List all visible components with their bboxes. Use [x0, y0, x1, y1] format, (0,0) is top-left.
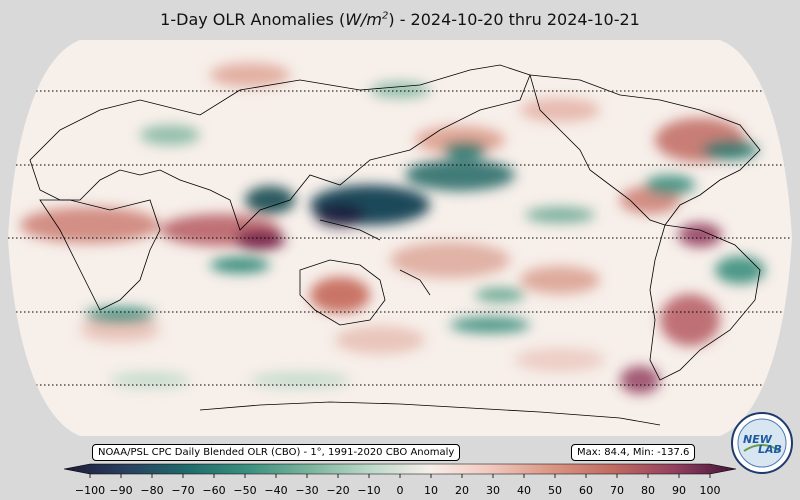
colorbar-tick-label: 10: [424, 484, 438, 497]
anomaly-blobs: [20, 63, 765, 394]
title-suffix: ) - 2024-10-20 thru 2024-10-21: [388, 10, 640, 29]
anomaly-field: [8, 40, 792, 436]
colorbar-tick-label: −40: [264, 484, 287, 497]
title-prefix: 1-Day OLR Anomalies (: [160, 10, 346, 29]
colorbar-tick-label: −80: [140, 484, 163, 497]
source-note: NOAA/PSL CPC Daily Blended OLR (CBO) - 1…: [92, 444, 461, 461]
colorbar-tick-label: 50: [548, 484, 562, 497]
colorbar-tick-label: 90: [672, 484, 686, 497]
colorbar-tick-label: −30: [295, 484, 318, 497]
colorbar-tick-label: 100: [700, 484, 721, 497]
colorbar-tick-label: 70: [610, 484, 624, 497]
newlab-logo: NEW LAB: [731, 412, 793, 474]
colorbar-bar: [63, 463, 737, 475]
logo-text-top: NEW: [743, 433, 773, 446]
colorbar-tick-label: 0: [397, 484, 404, 497]
latitude-lines: [8, 90, 792, 386]
title-unit-exp: 2: [381, 10, 389, 22]
colorbar-tick-label: 60: [579, 484, 593, 497]
colorbar-tick-label: −60: [202, 484, 225, 497]
logo-text-bottom: LAB: [758, 443, 782, 456]
colorbar-tick-label: 20: [455, 484, 469, 497]
colorbar-tick-label: −10: [357, 484, 380, 497]
olr-anomaly-map: [8, 40, 792, 436]
title-unit: W/m2: [345, 10, 388, 29]
title-unit-base: W/m: [345, 10, 382, 29]
colorbar-tick-label: 30: [486, 484, 500, 497]
colorbar-ticks: −100 −90 −80 −70 −60 −50 −40 −30 −20 −10 0 10 20 30 40…: [75, 474, 721, 497]
colorbar-tick-label: −50: [233, 484, 256, 497]
colorbar-tick-label: −90: [109, 484, 132, 497]
colorbar-tick-label: −20: [326, 484, 349, 497]
colorbar-tick-label: −70: [171, 484, 194, 497]
stats-label: Max: 84.4, Min: -137.6: [571, 444, 696, 461]
colorbar-tick-label: −100: [75, 484, 105, 497]
colorbar-tick-label: 80: [641, 484, 655, 497]
chart-title: 1-Day OLR Anomalies (W/m2) - 2024-10-20 …: [0, 10, 800, 29]
colorbar-tick-label: 40: [517, 484, 531, 497]
coastlines: [29, 64, 761, 426]
